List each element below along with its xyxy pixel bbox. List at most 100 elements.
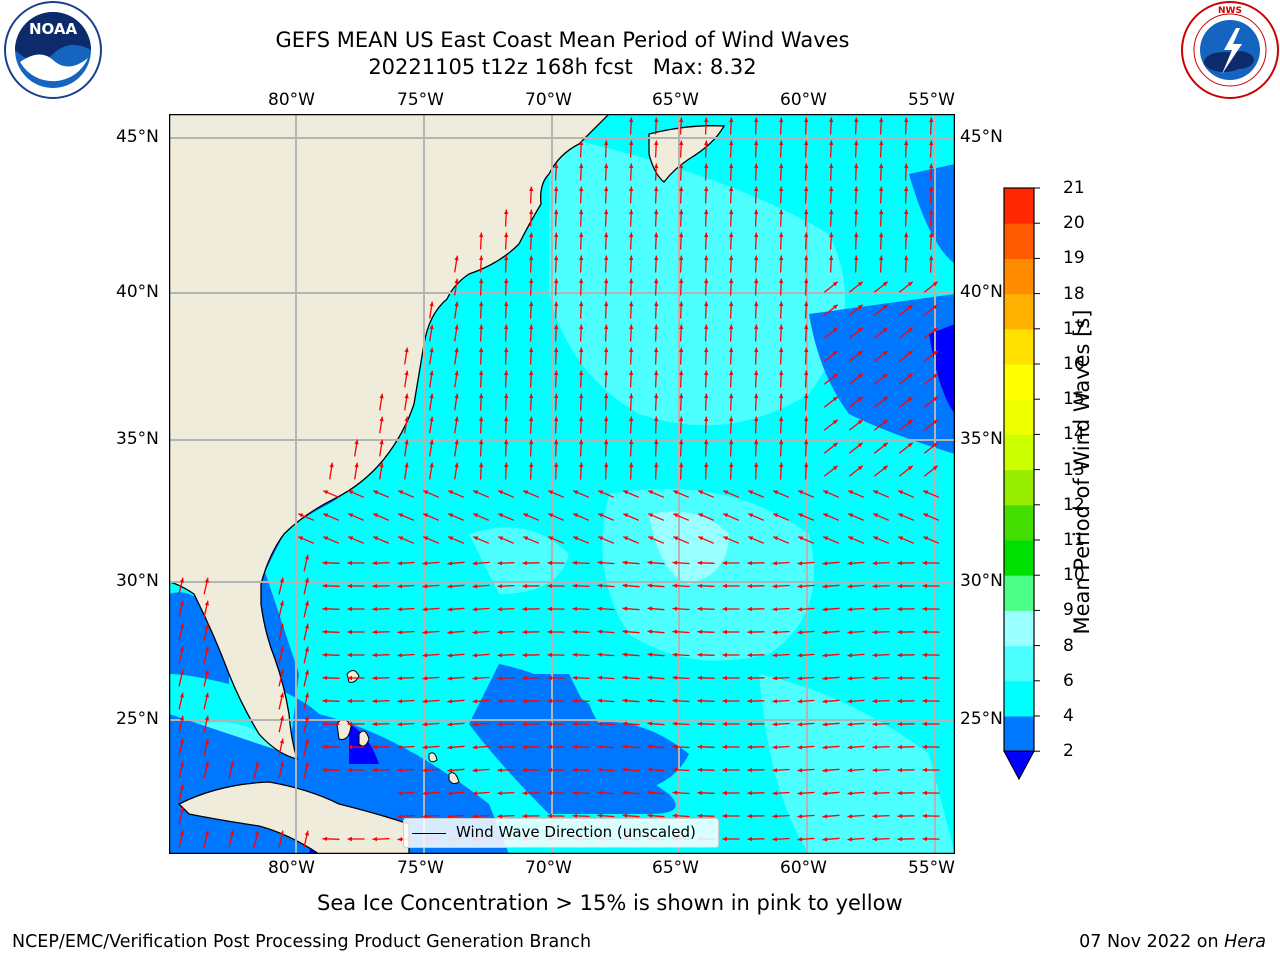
wind-arrow-head	[504, 439, 509, 445]
wind-arrow-head	[504, 278, 509, 284]
wind-arrow-head	[348, 490, 354, 495]
wind-arrow-head	[623, 490, 629, 495]
wind-arrow-head	[472, 676, 478, 681]
footer-date-text: 07 Nov 2022 on	[1079, 932, 1225, 952]
wind-arrow-head	[922, 675, 927, 681]
wind-arrow-head	[722, 836, 727, 842]
colorbar-tick-label: 14	[1063, 424, 1085, 445]
wind-arrow-head	[547, 721, 552, 727]
wind-arrow-head	[304, 577, 309, 583]
wind-arrow-head	[704, 462, 709, 468]
colorbar-segment	[1004, 504, 1034, 541]
wind-arrow-head	[747, 652, 753, 658]
wind-arrow-head	[422, 561, 428, 566]
lon-label-top-70w: 70°W	[525, 90, 572, 110]
wind-arrow-head	[497, 561, 503, 566]
colorbar-tick-label: 16	[1063, 354, 1085, 374]
wind-arrow-head	[304, 669, 309, 675]
colorbar-tick-label: 17	[1063, 318, 1085, 339]
wind-arrow-head	[179, 692, 184, 698]
wind-arrow-head	[548, 513, 554, 518]
wind-arrow-head	[479, 393, 484, 399]
wind-arrow-head	[754, 186, 759, 192]
wind-arrow-head	[279, 646, 284, 652]
wind-arrow-head	[854, 232, 859, 238]
wind-arrow-head	[372, 767, 378, 773]
colorbar-tick-label: 15	[1063, 389, 1085, 410]
wind-arrow-head	[854, 140, 859, 146]
wind-arrow-head	[679, 278, 684, 284]
svg-text:NWS: NWS	[1218, 6, 1242, 16]
wind-arrow-head	[697, 698, 703, 703]
wind-arrow-head	[347, 836, 352, 842]
wind-arrow-head	[498, 536, 504, 541]
wind-arrow-head	[622, 790, 628, 795]
wind-arrow-head	[579, 416, 584, 422]
wind-arrow-head	[322, 744, 328, 749]
wind-arrow-head	[697, 744, 703, 749]
wind-arrow-head	[347, 560, 352, 566]
colorbar-segment	[1004, 469, 1034, 506]
wind-arrow-head	[497, 676, 503, 681]
wind-arrow-head	[254, 830, 259, 836]
lon-label-top-55w: 55°W	[908, 90, 955, 110]
wind-arrow-head	[932, 442, 938, 448]
wind-arrow-head	[179, 669, 184, 675]
wind-arrow-head	[304, 646, 309, 652]
wind-arrow-head	[754, 370, 759, 376]
wind-arrow-head	[822, 837, 828, 842]
wind-arrow-head	[772, 653, 778, 658]
wind-arrow-head	[622, 606, 628, 611]
wind-arrow-head	[347, 721, 352, 727]
wind-arrow-head	[679, 255, 684, 261]
wind-arrow-head	[722, 813, 727, 819]
chart-subtitle: 20221105 t12z 168h fcst Max: 8.32	[368, 55, 757, 79]
wind-arrow-head	[322, 698, 328, 703]
wind-arrow-head	[922, 698, 927, 704]
lat-label-right-25n: 25°N	[960, 709, 1003, 729]
wind-arrow-head	[572, 583, 578, 588]
wind-arrow-head	[497, 722, 503, 727]
wind-arrow-head	[873, 490, 879, 495]
wind-arrow-head	[729, 393, 734, 399]
colorbar-segment	[1004, 188, 1034, 224]
wind-arrow-head	[447, 630, 453, 635]
wind-arrow-head	[929, 186, 934, 192]
colorbar-tick-labels: 2 4 6 8 9 10 11 12 13 14 15 16 17 18 19 20 21	[1063, 178, 1093, 767]
wind-arrow-head	[929, 140, 934, 146]
wind-arrow-head	[454, 278, 459, 284]
wind-arrow-head	[372, 629, 378, 635]
wind-arrow-head	[354, 439, 359, 445]
wind-arrow-head	[923, 490, 929, 495]
colorbar-segment	[1004, 645, 1034, 682]
wind-arrow-head	[897, 790, 903, 796]
wind-arrow-head	[429, 439, 434, 445]
wind-arrow-head	[479, 439, 484, 445]
wind-arrow-head	[697, 813, 703, 818]
wind-arrow-head	[422, 676, 428, 681]
wind-arrow-head	[448, 490, 454, 495]
wind-arrow-head	[523, 513, 529, 518]
lon-label-top-65w: 65°W	[652, 90, 699, 110]
wind-arrow-head	[804, 416, 809, 422]
wind-arrow-head	[848, 490, 854, 495]
wind-arrow-head	[648, 513, 654, 518]
wind-arrow-head	[832, 396, 838, 402]
wind-arrow-head	[372, 721, 378, 727]
wind-arrow-head	[704, 278, 709, 284]
wind-arrow-head	[823, 536, 829, 541]
wind-arrow-head	[598, 490, 604, 495]
colorbar-tick-label: 19	[1063, 248, 1085, 269]
wind-arrow-head	[654, 209, 659, 215]
wind-arrow-head	[604, 347, 609, 353]
map-gridlines	[169, 114, 955, 854]
wind-arrow-head	[647, 698, 653, 703]
wind-arrow-head	[423, 536, 429, 541]
wind-arrow-head	[779, 255, 784, 261]
wind-arrow-head	[923, 513, 929, 518]
wind-arrow-head	[179, 761, 184, 767]
wind-arrow-head	[298, 536, 304, 541]
lon-label-bottom-80w: 80°W	[268, 858, 315, 878]
wind-arrow-head	[647, 560, 653, 565]
wind-arrow-head	[654, 117, 659, 123]
